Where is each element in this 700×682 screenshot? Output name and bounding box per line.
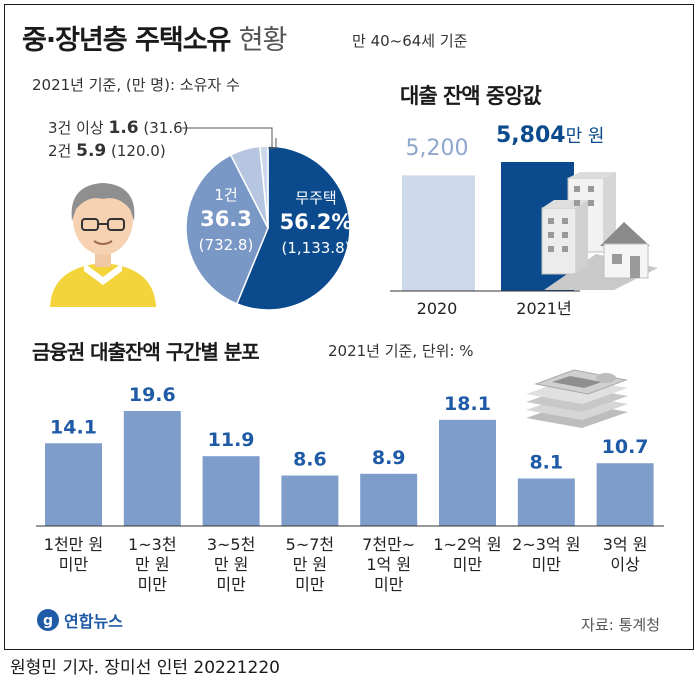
distribution-bar-7: [596, 463, 654, 526]
pie-label-slice1-name: 1건: [214, 186, 237, 204]
source-text: 자료: 통계청: [581, 616, 660, 634]
distribution-category-3-line-2: 미만: [295, 575, 325, 594]
distribution-category-7-line-1: 이상: [610, 555, 640, 574]
distribution-value-2: 11.9: [208, 429, 255, 451]
median-value-1: 5,804만 원: [496, 123, 604, 148]
distribution-category-5-line-1: 미만: [453, 555, 483, 574]
pie-label-slice1-percent: 36.3: [200, 207, 252, 231]
distribution-value-3: 8.6: [293, 449, 327, 471]
median-value-0: 5,200: [406, 136, 469, 161]
svg-text:g: g: [43, 613, 53, 629]
distribution-category-5-line-0: 1~2억 원: [433, 535, 501, 554]
pie-label-slice2: 2건 5.9 (120.0): [48, 141, 166, 161]
pie-slice-1: [185, 153, 269, 305]
distribution-value-5: 18.1: [444, 393, 491, 415]
distribution-bar-3: [281, 475, 339, 526]
distribution-category-7-line-0: 3억 원: [603, 535, 648, 554]
distribution-category-4-line-0: 7천만~: [362, 535, 415, 554]
distribution-bar-2: [202, 456, 260, 526]
distribution-title: 금융권 대출잔액 구간별 분포: [32, 340, 260, 364]
distribution-value-4: 8.9: [372, 447, 406, 469]
distribution-category-1-line-1: 만 원: [135, 555, 170, 574]
yonhap-logo-text: 연합뉴스: [64, 612, 123, 631]
pie-slice-3: [258, 145, 269, 229]
distribution-value-7: 10.7: [602, 436, 649, 458]
yonhap-logo-mark: [37, 609, 59, 631]
infographic-frame: [4, 4, 694, 650]
median-category-1: 2021년: [516, 299, 571, 318]
distribution-note: 2021년 기준, 단위: %: [328, 342, 474, 360]
pie-label-slice0-count: (1,133.8): [282, 239, 351, 257]
money-stack-illustration: [526, 369, 628, 428]
person-illustration: [50, 183, 156, 307]
median-bar-0: [402, 175, 475, 291]
apartment-house-illustration: [541, 172, 658, 290]
distribution-category-0-line-0: 1천만 원: [44, 535, 103, 554]
distribution-category-6-line-1: 미만: [532, 555, 562, 574]
distribution-value-6: 8.1: [529, 451, 563, 473]
distribution-category-6-line-0: 2~3억 원: [512, 535, 580, 554]
distribution-category-4-line-2: 미만: [374, 575, 404, 594]
distribution-category-1-line-0: 1~3천: [128, 535, 177, 554]
distribution-value-1: 19.6: [129, 384, 176, 406]
pie-label-slice3: 3건 이상 1.6 (31.6): [48, 118, 189, 138]
pie-slice-0: [235, 145, 351, 311]
distribution-category-1-line-2: 미만: [138, 575, 168, 594]
main-title: 중·장년층 주택소유 현황: [22, 25, 287, 56]
pie-label-slice0-name: 무주택: [295, 189, 336, 207]
distribution-category-3-line-0: 5~7천: [286, 535, 335, 554]
median-title: 대출 잔액 중앙값: [400, 84, 542, 108]
distribution-category-3-line-1: 만 원: [293, 555, 328, 574]
distribution-bar-1: [123, 411, 181, 526]
distribution-category-2-line-2: 미만: [216, 575, 246, 594]
yonhap-logo: g 연합뉴스: [36, 606, 146, 636]
distribution-value-0: 14.1: [50, 416, 97, 438]
main-subtitle: 만 40~64세 기준: [352, 32, 468, 50]
median-category-0: 2020: [417, 299, 458, 318]
distribution-category-2-line-1: 만 원: [214, 555, 249, 574]
credit-text: 원형민 기자. 장미선 인턴 20221220: [10, 658, 280, 678]
distribution-category-4-line-1: 1억 원: [366, 555, 411, 574]
distribution-bar-0: [45, 443, 102, 526]
distribution-bar-6: [517, 478, 575, 526]
pie-label-slice1-count: (732.8): [199, 236, 254, 254]
pie-label-slice0-percent: 56.2%: [280, 210, 353, 234]
pie-note: 2021년 기준, (만 명): 소유자 수: [32, 76, 240, 94]
distribution-bar-5: [439, 419, 496, 526]
distribution-bar-4: [360, 473, 418, 526]
distribution-category-0-line-1: 미만: [59, 555, 89, 574]
distribution-category-2-line-0: 3~5천: [207, 535, 256, 554]
